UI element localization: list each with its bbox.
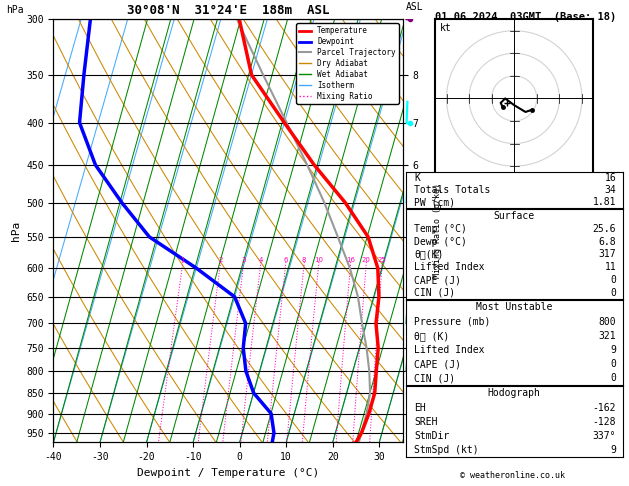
Text: Temp (°C): Temp (°C) [415, 224, 467, 234]
Text: 800: 800 [599, 316, 616, 327]
Text: StmSpd (kt): StmSpd (kt) [415, 445, 479, 455]
Text: -128: -128 [593, 417, 616, 427]
Text: 01.06.2024  03GMT  (Base: 18): 01.06.2024 03GMT (Base: 18) [435, 12, 616, 22]
Text: 16: 16 [604, 173, 616, 183]
Text: 321: 321 [599, 331, 616, 341]
Text: 0: 0 [610, 275, 616, 285]
Text: 1: 1 [181, 257, 185, 263]
Text: Surface: Surface [494, 211, 535, 221]
Text: 9: 9 [610, 445, 616, 455]
Text: 0: 0 [610, 288, 616, 298]
Text: Dewp (°C): Dewp (°C) [415, 237, 467, 246]
Text: Lifted Index: Lifted Index [415, 262, 485, 272]
Text: 337°: 337° [593, 431, 616, 441]
Text: Pressure (mb): Pressure (mb) [415, 316, 491, 327]
Text: 25.6: 25.6 [593, 224, 616, 234]
Text: EH: EH [415, 402, 426, 413]
Text: Hodograph: Hodograph [487, 388, 541, 399]
Text: km
ASL: km ASL [406, 0, 423, 12]
Y-axis label: hPa: hPa [11, 221, 21, 241]
Text: 2: 2 [218, 257, 223, 263]
Text: SREH: SREH [415, 417, 438, 427]
Text: CIN (J): CIN (J) [415, 288, 455, 298]
Text: 16: 16 [346, 257, 355, 263]
Text: kt: kt [440, 23, 452, 33]
Text: 6: 6 [284, 257, 288, 263]
Text: 20: 20 [362, 257, 370, 263]
Text: PW (cm): PW (cm) [415, 197, 455, 208]
Text: 8: 8 [302, 257, 306, 263]
Text: 4: 4 [259, 257, 263, 263]
Text: 6.8: 6.8 [599, 237, 616, 246]
Text: Mixing Ratio (g/kg): Mixing Ratio (g/kg) [433, 183, 442, 278]
Text: 25: 25 [378, 257, 387, 263]
Text: StmDir: StmDir [415, 431, 450, 441]
Text: Totals Totals: Totals Totals [415, 185, 491, 195]
Text: 34: 34 [604, 185, 616, 195]
X-axis label: Dewpoint / Temperature (°C): Dewpoint / Temperature (°C) [137, 468, 319, 478]
Text: -162: -162 [593, 402, 616, 413]
Text: Lifted Index: Lifted Index [415, 345, 485, 355]
Text: Most Unstable: Most Unstable [476, 302, 552, 312]
Text: 0: 0 [610, 373, 616, 383]
Text: θᴇ (K): θᴇ (K) [415, 331, 450, 341]
Text: 10: 10 [314, 257, 323, 263]
Text: 0: 0 [610, 359, 616, 369]
Text: 317: 317 [599, 249, 616, 260]
Text: θᴇ(K): θᴇ(K) [415, 249, 444, 260]
Text: 3: 3 [242, 257, 246, 263]
Text: 9: 9 [610, 345, 616, 355]
Text: © weatheronline.co.uk: © weatheronline.co.uk [460, 471, 565, 480]
Text: LCL: LCL [409, 348, 427, 358]
Text: CIN (J): CIN (J) [415, 373, 455, 383]
Text: 1.81: 1.81 [593, 197, 616, 208]
Legend: Temperature, Dewpoint, Parcel Trajectory, Dry Adiabat, Wet Adiabat, Isotherm, Mi: Temperature, Dewpoint, Parcel Trajectory… [296, 23, 399, 104]
Text: CAPE (J): CAPE (J) [415, 275, 462, 285]
Text: hPa: hPa [6, 4, 24, 15]
Text: K: K [415, 173, 420, 183]
Text: CAPE (J): CAPE (J) [415, 359, 462, 369]
Title: 30°08'N  31°24'E  188m  ASL: 30°08'N 31°24'E 188m ASL [127, 4, 329, 17]
Text: 11: 11 [604, 262, 616, 272]
